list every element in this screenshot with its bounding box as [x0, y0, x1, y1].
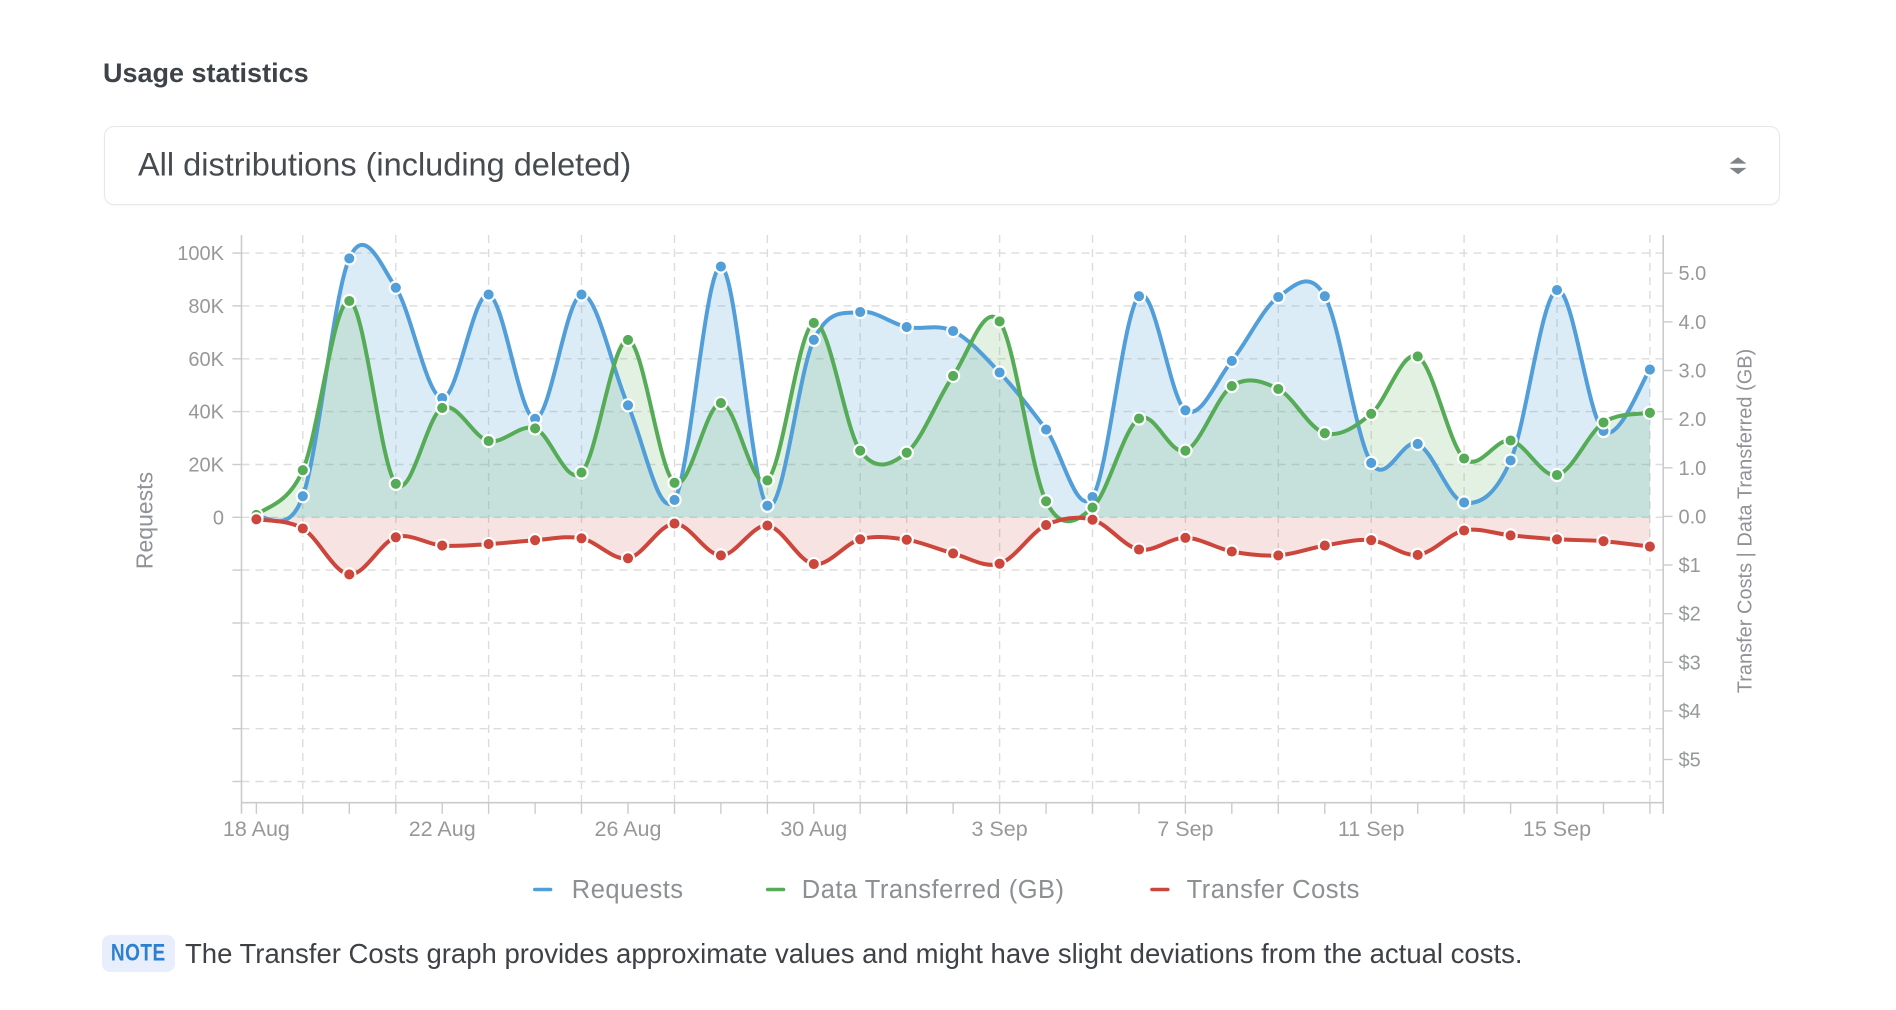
svg-text:5.0: 5.0	[1679, 263, 1707, 285]
svg-text:22 Aug: 22 Aug	[409, 817, 476, 841]
svg-text:0: 0	[213, 507, 224, 529]
svg-text:7 Sep: 7 Sep	[1157, 817, 1213, 841]
svg-text:100K: 100K	[177, 243, 224, 265]
svg-text:2.0: 2.0	[1679, 409, 1707, 431]
svg-text:$5: $5	[1679, 750, 1701, 772]
svg-text:Transfer Costs: Transfer Costs	[1187, 876, 1360, 904]
svg-text:$3: $3	[1679, 652, 1701, 674]
svg-text:11 Sep: 11 Sep	[1338, 817, 1405, 841]
svg-text:18 Aug: 18 Aug	[223, 817, 290, 841]
svg-text:15 Sep: 15 Sep	[1523, 817, 1591, 841]
svg-text:80K: 80K	[188, 296, 224, 318]
svg-text:20K: 20K	[188, 455, 224, 477]
svg-text:26 Aug: 26 Aug	[595, 817, 662, 841]
svg-text:Transfer Costs | Data Transfer: Transfer Costs | Data Transferred (GB)	[1735, 349, 1757, 694]
svg-text:$4: $4	[1679, 701, 1701, 723]
svg-text:$1: $1	[1679, 555, 1701, 577]
svg-text:40K: 40K	[188, 402, 224, 424]
svg-text:3.0: 3.0	[1679, 361, 1707, 383]
svg-text:Requests: Requests	[572, 876, 684, 904]
svg-text:30 Aug: 30 Aug	[780, 817, 847, 841]
svg-text:60K: 60K	[188, 349, 224, 371]
svg-text:3 Sep: 3 Sep	[972, 817, 1028, 841]
svg-text:1.0: 1.0	[1679, 458, 1707, 480]
svg-text:0.0: 0.0	[1679, 506, 1707, 528]
svg-text:4.0: 4.0	[1679, 312, 1707, 334]
svg-text:Data Transferred (GB): Data Transferred (GB)	[802, 876, 1065, 904]
svg-text:$2: $2	[1679, 604, 1701, 626]
svg-text:Requests: Requests	[132, 472, 158, 569]
